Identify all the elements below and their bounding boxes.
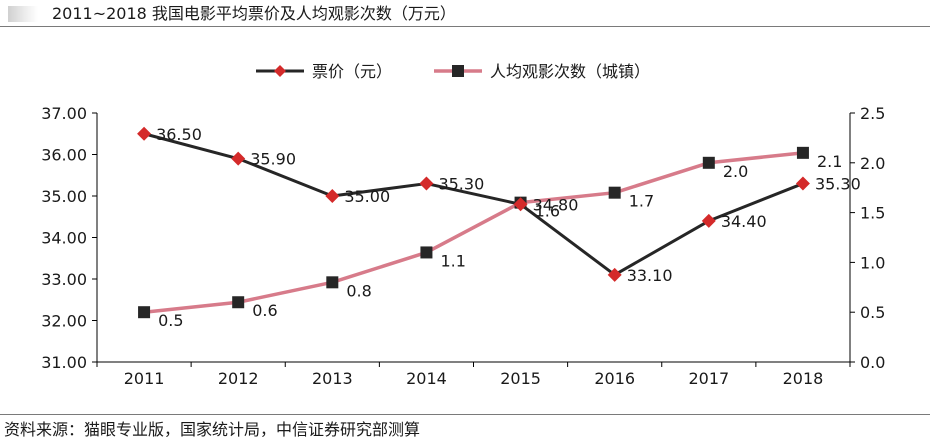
x-tick-label: 2014 <box>406 369 447 388</box>
x-tick-label: 2018 <box>783 369 824 388</box>
views-data-label: 0.6 <box>252 301 277 320</box>
price-point <box>325 189 340 203</box>
x-tick-label: 2013 <box>312 369 353 388</box>
right-y-tick-label: 1.5 <box>860 204 885 223</box>
price-point <box>701 213 716 228</box>
blurred-logo-mark <box>8 6 38 22</box>
x-tick-label: 2012 <box>218 369 259 388</box>
price-data-label: 33.10 <box>627 266 673 285</box>
left-y-tick-label: 37.00 <box>41 104 87 123</box>
right-y-tick-label: 2.5 <box>860 104 885 123</box>
left-y-tick-label: 33.00 <box>41 270 87 289</box>
views-point <box>326 276 339 289</box>
source-divider <box>0 414 930 415</box>
legend-views-label: 人均观影次数（城镇） <box>490 62 650 81</box>
price-point <box>231 151 246 166</box>
legend-price-swatch-marker <box>274 65 286 77</box>
left-y-tick-label: 32.00 <box>41 312 87 331</box>
views-point <box>702 156 715 169</box>
price-data-label: 34.80 <box>533 195 579 214</box>
views-data-label: 1.7 <box>629 192 654 211</box>
right-y-tick-label: 1.0 <box>860 253 885 272</box>
views-point <box>232 296 245 309</box>
title-divider <box>0 26 930 27</box>
price-data-label: 35.90 <box>250 150 296 169</box>
views-data-label: 2.0 <box>723 162 748 181</box>
price-point <box>513 197 528 212</box>
price-data-label: 34.40 <box>721 212 767 231</box>
views-point <box>138 306 151 319</box>
price-point <box>795 176 810 191</box>
x-tick-label: 2017 <box>688 369 729 388</box>
price-series-line <box>143 132 804 277</box>
chart-header: 2011~2018 我国电影平均票价及人均观影次数（万元） <box>0 0 930 30</box>
price-data-label: 35.30 <box>815 175 861 194</box>
views-data-label: 0.5 <box>158 311 183 330</box>
price-data-label: 36.50 <box>156 125 202 144</box>
views-data-label: 0.8 <box>346 281 371 300</box>
chart-title: 2011~2018 我国电影平均票价及人均观影次数（万元） <box>52 4 456 23</box>
price-data-label: 35.30 <box>438 175 484 194</box>
left-y-tick-label: 35.00 <box>41 187 87 206</box>
x-tick-label: 2016 <box>594 369 635 388</box>
price-point <box>137 126 152 141</box>
source-note: 资料来源：猫眼专业版，国家统计局，中信证券研究部测算 <box>4 420 421 439</box>
views-data-label: 1.6 <box>535 202 560 221</box>
price-point <box>419 176 434 191</box>
views-point <box>796 146 809 159</box>
left-y-tick-label: 34.00 <box>41 229 87 248</box>
views-data-label: 2.1 <box>817 152 842 171</box>
left-y-tick-label: 31.00 <box>41 353 87 372</box>
right-y-tick-label: 2.0 <box>860 154 885 173</box>
legend-price-label: 票价（元） <box>312 62 392 81</box>
price-data-label: 35.00 <box>344 187 390 206</box>
right-y-tick-label: 0.0 <box>860 353 885 372</box>
views-data-label: 1.1 <box>440 251 465 270</box>
views-point <box>608 186 621 199</box>
right-y-tick-label: 0.5 <box>860 303 885 322</box>
x-tick-label: 2011 <box>124 369 165 388</box>
views-point <box>420 246 433 259</box>
views-series-line <box>143 151 804 314</box>
left-y-tick-label: 36.00 <box>41 146 87 165</box>
price-point <box>607 267 622 282</box>
x-tick-label: 2015 <box>500 369 541 388</box>
legend-views-swatch-marker <box>452 65 464 77</box>
